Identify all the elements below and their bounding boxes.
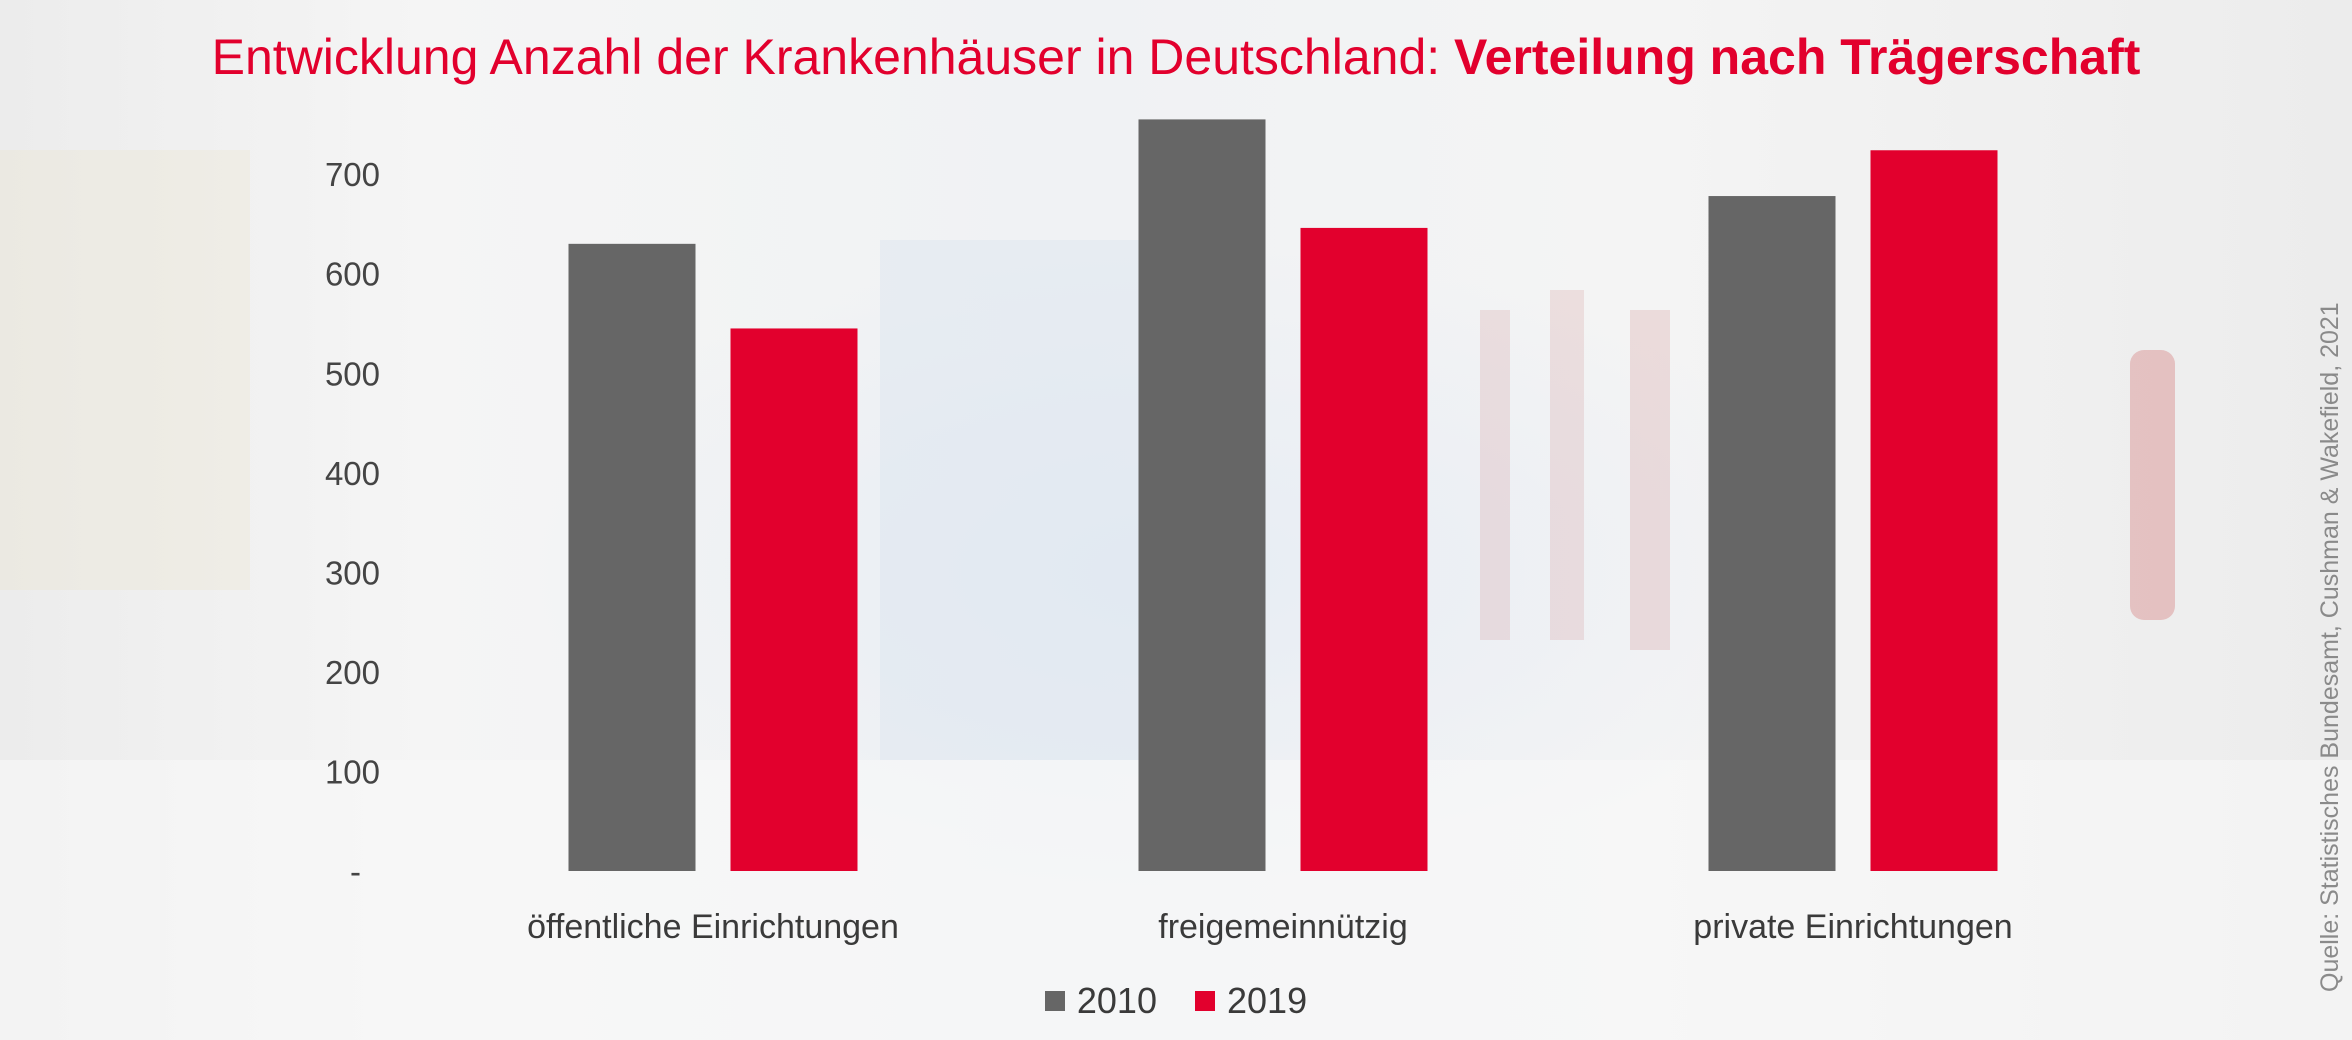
y-tick-label: 600	[325, 256, 380, 293]
legend-swatch-2019	[1195, 991, 1215, 1011]
y-tick-label: 100	[325, 753, 380, 790]
x-category-label: freigemeinnützig	[1158, 908, 1407, 946]
background-wall-left	[0, 150, 250, 590]
bar-2019	[1300, 227, 1428, 872]
y-tick-label: -	[350, 853, 361, 890]
legend-swatch-2010	[1044, 991, 1065, 1011]
y-tick-label: 700	[325, 156, 380, 193]
background-door-1	[1480, 310, 1510, 640]
y-tick-label: 300	[325, 554, 380, 591]
background-door-2	[1550, 290, 1584, 640]
bar-2010	[568, 243, 696, 871]
background-door-3	[1630, 310, 1670, 650]
bar-2010	[1708, 196, 1836, 871]
legend: 2010 2019	[0, 978, 2352, 1022]
y-tick-label: 400	[325, 455, 380, 492]
x-category-label: öffentliche Einrichtungen	[527, 908, 899, 946]
bar-2019	[1870, 150, 1998, 871]
legend-label-2019: 2019	[1227, 980, 1308, 1021]
background-extinguisher	[2130, 350, 2175, 620]
y-tick-label: 200	[325, 654, 380, 691]
legend-item-2019: 2019	[1195, 980, 1307, 1022]
y-tick-label: 500	[325, 355, 380, 392]
chart-title: Entwicklung Anzahl der Krankenhäuser in …	[0, 28, 2352, 86]
x-category-label: private Einrichtungen	[1693, 908, 2012, 946]
bar-2019	[730, 328, 858, 871]
chart-title-regular: Entwicklung Anzahl der Krankenhäuser in …	[211, 29, 1455, 85]
chart-title-bold: Verteilung nach Trägerschaft	[1454, 29, 2141, 85]
legend-item-2010: 2010	[1044, 980, 1157, 1022]
legend-label-2010: 2010	[1076, 980, 1157, 1021]
bar-2010	[1138, 119, 1266, 871]
source-note: Quelle: Statistisches Bundesamt, Cushman…	[2316, 302, 2344, 992]
